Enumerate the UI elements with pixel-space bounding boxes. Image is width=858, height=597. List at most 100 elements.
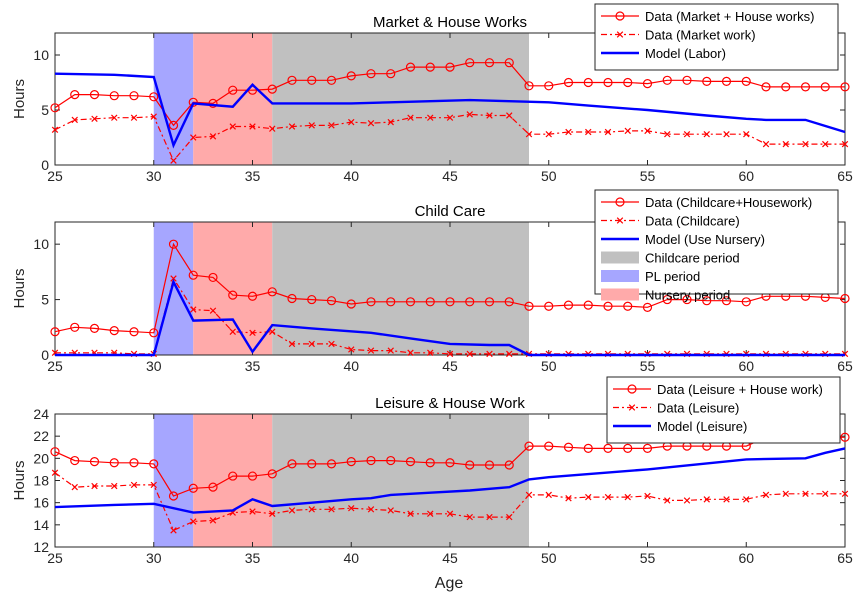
y-tick-label: 0 <box>41 157 49 173</box>
legend-marker <box>627 384 637 394</box>
data-point <box>484 460 495 470</box>
data-point <box>741 76 751 87</box>
legend-marker <box>615 11 625 21</box>
data-point <box>446 350 454 358</box>
data-point <box>425 297 435 307</box>
legend-marker <box>616 217 624 224</box>
data-point <box>506 513 513 521</box>
data-point <box>445 62 455 72</box>
data-point <box>70 322 80 332</box>
data-point <box>170 157 177 164</box>
shaded-region-3 <box>272 222 529 355</box>
series-line-1 <box>54 242 846 334</box>
x-tick-label: 35 <box>245 168 261 184</box>
data-point <box>506 112 513 119</box>
data-point <box>190 134 197 141</box>
y-tick-label: 20 <box>33 450 49 466</box>
y-tick-label: 18 <box>33 473 49 489</box>
data-point <box>840 432 850 442</box>
data-point <box>229 328 236 335</box>
data-point <box>466 513 473 521</box>
series-line-1 <box>54 436 845 497</box>
y-tick-label: 16 <box>33 495 49 511</box>
data-point <box>366 297 376 307</box>
x-tick-label: 45 <box>442 168 458 184</box>
data-point <box>840 293 850 304</box>
data-point <box>367 506 375 513</box>
data-point <box>782 490 789 498</box>
x-axis-label: Age <box>435 575 464 592</box>
data-point <box>664 130 671 138</box>
data-point <box>642 443 653 453</box>
legend-swatch <box>601 288 639 301</box>
data-point <box>642 302 653 312</box>
data-point <box>129 327 139 337</box>
x-tick-label: 50 <box>541 550 557 566</box>
y-tick-label: 5 <box>41 292 49 308</box>
x-tick-label: 50 <box>541 168 557 184</box>
data-point <box>524 301 534 311</box>
legend-label: Data (Childcare) <box>645 214 740 229</box>
data-point <box>308 340 315 348</box>
data-point <box>150 481 157 489</box>
data-point <box>446 510 454 517</box>
data-point <box>89 457 100 467</box>
data-point <box>287 293 297 304</box>
data-point <box>229 123 236 130</box>
series-line-2 <box>54 113 845 162</box>
series-line-3 <box>55 278 845 357</box>
data-point <box>544 81 554 91</box>
x-tick-label: 40 <box>343 550 359 566</box>
data-point <box>308 122 315 129</box>
data-point <box>465 58 475 68</box>
data-point <box>208 272 218 283</box>
data-point <box>228 290 238 300</box>
data-point <box>721 76 732 87</box>
data-point <box>109 91 119 101</box>
data-point <box>407 510 414 517</box>
chart-title: Market & House Works <box>373 14 527 31</box>
chart-title: Child Care <box>415 203 486 220</box>
data-point <box>188 270 198 280</box>
data-point <box>486 112 493 119</box>
data-point <box>208 482 218 492</box>
data-point <box>822 490 829 498</box>
data-point <box>109 326 119 336</box>
data-point <box>840 82 850 92</box>
data-point <box>544 441 554 451</box>
data-point <box>822 140 829 148</box>
data-point <box>247 291 258 301</box>
data-point <box>209 517 217 524</box>
data-point <box>743 496 750 503</box>
data-point <box>70 89 80 100</box>
data-point <box>51 126 59 134</box>
data-point <box>743 130 750 138</box>
x-tick-label: 30 <box>146 358 162 374</box>
data-point <box>228 471 238 481</box>
data-point <box>269 328 276 335</box>
data-point <box>267 84 277 94</box>
shaded-region-3 <box>272 33 529 165</box>
data-point <box>624 127 631 135</box>
data-point <box>545 130 552 138</box>
data-point <box>486 513 493 521</box>
x-tick-label: 55 <box>640 168 656 184</box>
chart-panel-3: 25 30 35 40 45 50 55 60 65 12 14 16 18 20 22 24 Hours Lei… <box>11 376 853 566</box>
data-point <box>328 122 335 129</box>
x-tick-label: 25 <box>47 358 63 374</box>
data-point <box>466 111 473 118</box>
legend-box <box>594 3 839 71</box>
data-point <box>662 294 672 305</box>
data-point <box>563 442 574 452</box>
y-tick-label: 5 <box>41 102 49 118</box>
data-point <box>91 482 98 490</box>
legend-label: Data (Leisure + House work) <box>657 382 823 397</box>
data-point <box>762 140 770 148</box>
data-point <box>149 92 159 102</box>
data-point <box>190 518 197 525</box>
x-tick-label: 65 <box>837 358 853 374</box>
data-point <box>565 495 572 502</box>
legend-marker <box>616 31 624 38</box>
data-point <box>366 455 376 466</box>
